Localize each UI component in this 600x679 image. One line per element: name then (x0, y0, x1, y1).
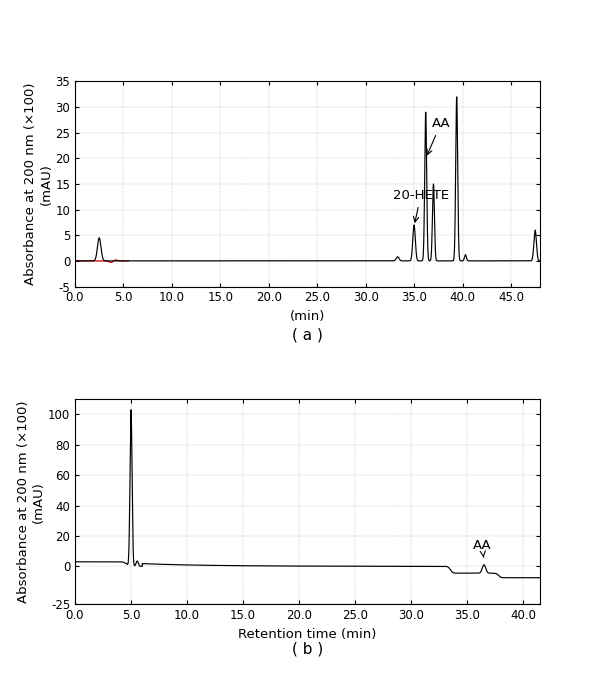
Text: ( a ): ( a ) (292, 327, 323, 342)
X-axis label: (min): (min) (290, 310, 325, 323)
Text: AA: AA (427, 117, 450, 155)
Y-axis label: Absorbance at 200 nm (×100)
(mAU): Absorbance at 200 nm (×100) (mAU) (25, 83, 52, 285)
Text: 20-HETE: 20-HETE (393, 189, 449, 222)
Text: AA: AA (473, 539, 491, 557)
Text: ( b ): ( b ) (292, 641, 323, 656)
X-axis label: Retention time (min): Retention time (min) (238, 627, 377, 641)
Y-axis label: Absorbance at 200 nm (×100)
(mAU): Absorbance at 200 nm (×100) (mAU) (17, 401, 45, 603)
